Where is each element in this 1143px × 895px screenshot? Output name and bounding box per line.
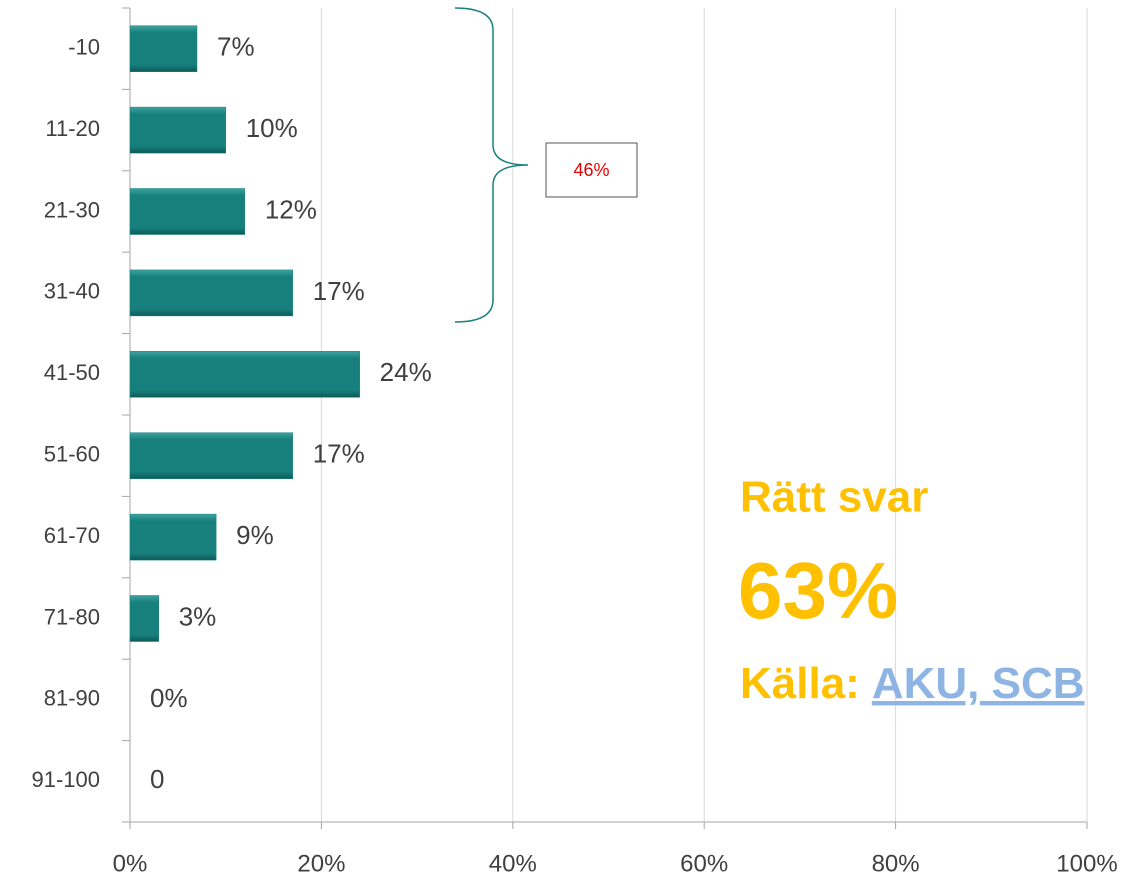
value-label: 24% <box>380 357 432 387</box>
source-label: Källa: <box>740 659 860 708</box>
answer-value: 63% <box>738 546 898 635</box>
bar <box>129 432 293 479</box>
x-tick-label: 20% <box>297 850 345 877</box>
source: Källa: AKU, SCB <box>740 659 1085 708</box>
value-label: 12% <box>265 194 317 224</box>
answer-title: Rätt svar <box>740 473 928 522</box>
bar <box>129 25 198 72</box>
x-tick-label: 40% <box>489 850 537 877</box>
bracket <box>454 7 529 323</box>
value-label: 10% <box>246 113 298 143</box>
y-tick-label: 61-70 <box>44 523 100 548</box>
y-tick-label: 11-20 <box>45 116 100 141</box>
source-link[interactable]: AKU, SCB <box>872 659 1085 708</box>
bar <box>129 269 293 317</box>
y-tick-label: 81-90 <box>44 686 100 711</box>
x-tick-label: 60% <box>680 850 728 877</box>
x-tick-label: 80% <box>872 850 920 877</box>
value-label: 17% <box>313 439 365 469</box>
x-tick-label: 0% <box>113 850 148 877</box>
bar <box>129 351 360 398</box>
bar <box>129 595 159 642</box>
value-label: 0% <box>150 683 188 713</box>
y-tick-label: -10 <box>68 35 100 60</box>
value-label: 9% <box>236 520 274 550</box>
value-label: 0 <box>150 764 164 794</box>
y-tick-label: 51-60 <box>44 442 100 467</box>
y-tick-label: 41-50 <box>44 360 100 385</box>
bar <box>129 513 217 561</box>
bracket-box <box>545 142 638 198</box>
y-tick-label: 71-80 <box>44 604 100 629</box>
y-tick-label: 91-100 <box>31 767 100 792</box>
bar <box>129 106 226 154</box>
y-tick-label: 21-30 <box>44 197 100 222</box>
x-tick-label: 100% <box>1056 850 1117 877</box>
bar <box>129 188 246 235</box>
value-label: 17% <box>313 276 365 306</box>
value-label: 3% <box>179 601 217 631</box>
value-label: 7% <box>217 32 255 62</box>
bracket-label: 46% <box>573 160 609 180</box>
y-tick-label: 31-40 <box>44 279 100 304</box>
